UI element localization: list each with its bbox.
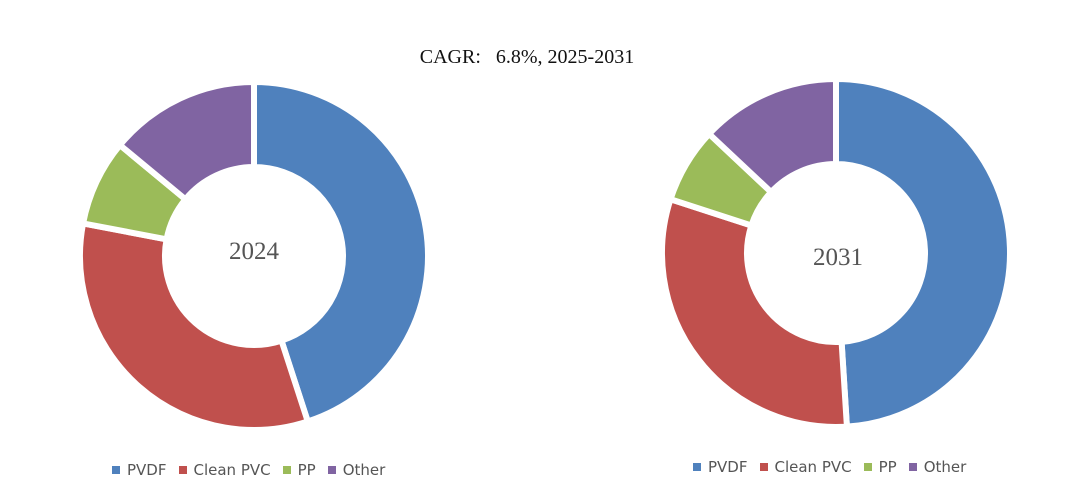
center-label-2024: 2024 bbox=[229, 238, 280, 265]
legend-item-other: Other bbox=[908, 458, 967, 476]
legend-label: Other bbox=[923, 458, 967, 476]
legend-label: PP bbox=[297, 461, 316, 479]
legend-swatch bbox=[693, 463, 701, 471]
legend-item-pvdf: PVDF bbox=[693, 458, 748, 476]
legend-swatch bbox=[908, 463, 917, 471]
legend-label: PP bbox=[878, 458, 897, 476]
donut-2024 bbox=[77, 78, 431, 433]
legend-label: PVDF bbox=[127, 461, 167, 479]
legend-swatch bbox=[282, 466, 291, 474]
legend-label: PVDF bbox=[708, 458, 748, 476]
donut-slice-pvdf bbox=[833, 75, 1014, 430]
legend-2024: PVDF Clean PVC PP Other bbox=[112, 461, 397, 479]
legend-item-pp: PP bbox=[282, 461, 316, 479]
legend-item-clean-pvc: Clean PVC bbox=[178, 461, 271, 479]
legend-item-pvdf: PVDF bbox=[112, 461, 167, 479]
legend-label: Other bbox=[342, 461, 386, 479]
legend-swatch bbox=[178, 466, 187, 474]
legend-item-other: Other bbox=[327, 461, 386, 479]
legend-swatch bbox=[759, 463, 768, 471]
legend-label: Clean PVC bbox=[193, 461, 271, 479]
donut-slice-other bbox=[115, 78, 257, 204]
legend-label: Clean PVC bbox=[774, 458, 852, 476]
donut-2031 bbox=[659, 75, 1014, 430]
legend-swatch bbox=[112, 466, 120, 474]
legend-swatch bbox=[863, 463, 872, 471]
donut-slice-other bbox=[704, 75, 839, 197]
donut-slice-pvdf bbox=[251, 78, 431, 426]
donut-slice-clean-pvc bbox=[659, 195, 851, 430]
legend-2031: PVDF Clean PVC PP Other bbox=[693, 458, 978, 476]
legend-swatch bbox=[327, 466, 336, 474]
center-label-2031: 2031 bbox=[813, 244, 863, 271]
legend-item-pp: PP bbox=[863, 458, 897, 476]
donut-slice-clean-pvc bbox=[77, 219, 312, 433]
chart-title: CAGR: 6.8%, 2025-2031 bbox=[419, 46, 635, 68]
legend-item-clean-pvc: Clean PVC bbox=[759, 458, 852, 476]
